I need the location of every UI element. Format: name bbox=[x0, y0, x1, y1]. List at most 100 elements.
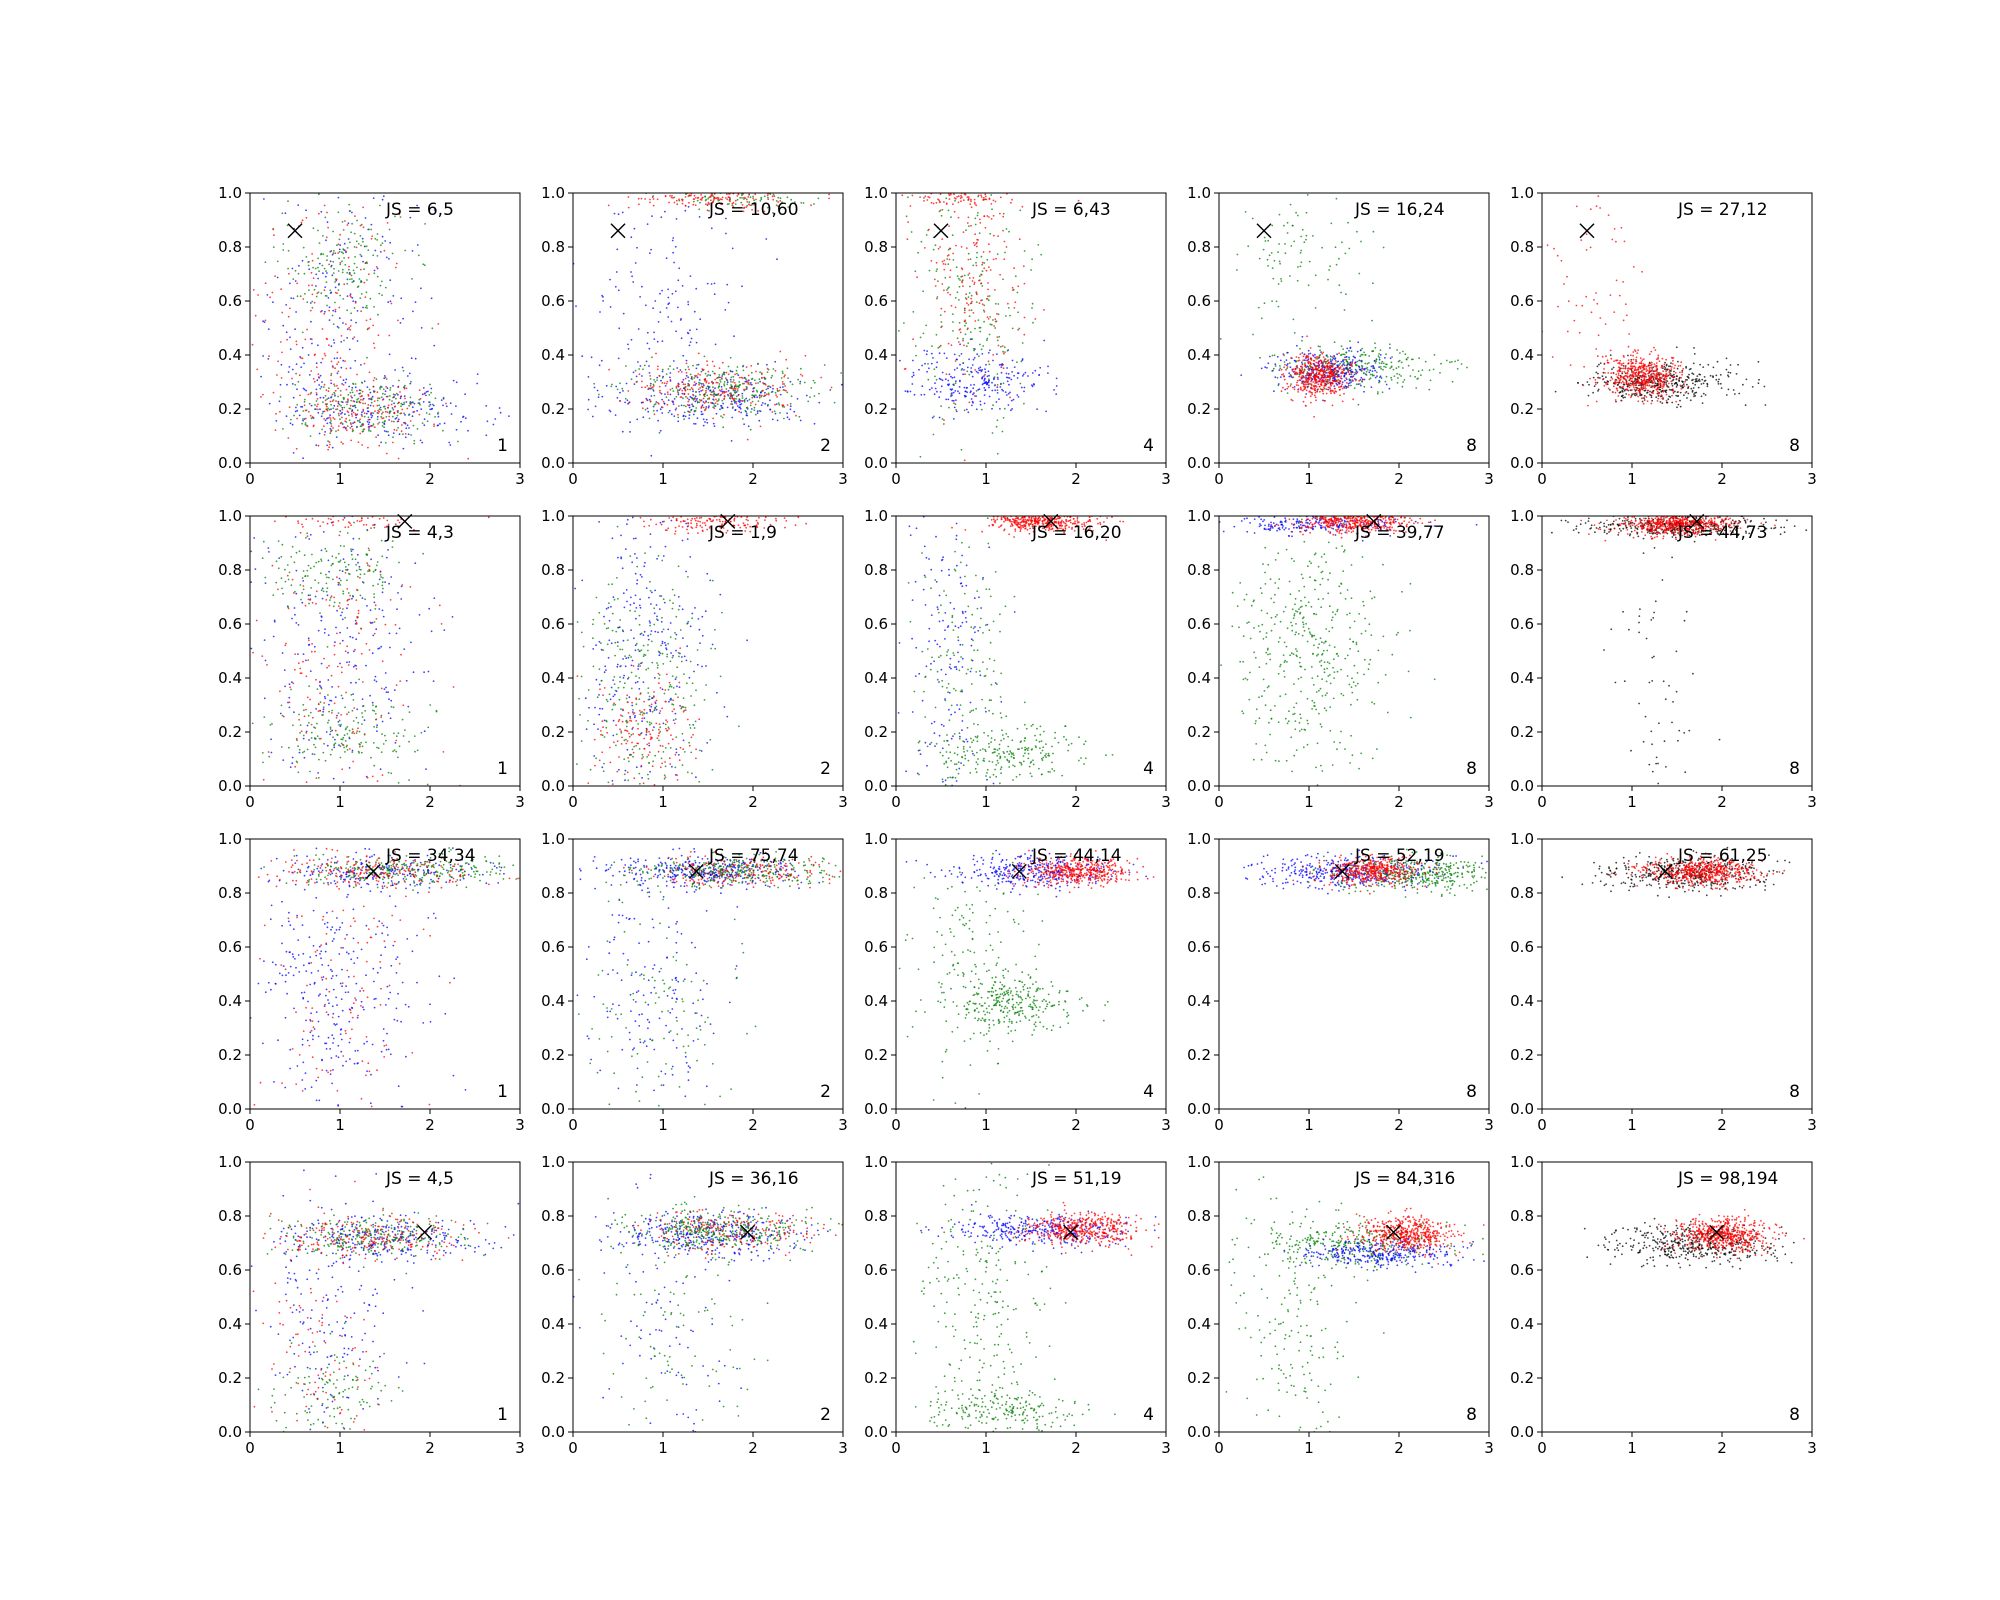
scatter-point bbox=[982, 251, 985, 253]
scatter-point bbox=[1315, 379, 1317, 382]
scatter-point bbox=[742, 193, 744, 195]
scatter-point bbox=[962, 199, 965, 202]
scatter-point bbox=[936, 390, 938, 393]
scatter-point bbox=[940, 214, 943, 217]
scatter-point bbox=[1286, 366, 1289, 368]
scatter-point bbox=[688, 201, 690, 204]
scatter-point bbox=[294, 280, 297, 282]
scatter-point bbox=[508, 415, 510, 417]
scatter-point bbox=[688, 406, 691, 409]
scatter-point bbox=[1347, 384, 1350, 387]
scatter-point bbox=[672, 368, 675, 371]
scatter-point bbox=[369, 318, 372, 321]
scatter-point bbox=[617, 357, 620, 360]
scatter-point bbox=[686, 397, 689, 399]
scatter-point bbox=[786, 416, 789, 419]
scatter-point bbox=[737, 394, 740, 397]
scatter-point bbox=[928, 269, 931, 272]
scatter-point bbox=[753, 409, 756, 411]
scatter-point bbox=[339, 418, 341, 421]
scatter-point bbox=[952, 391, 955, 394]
scatter-point bbox=[389, 279, 392, 282]
scatter-point bbox=[781, 372, 784, 375]
scatter-point bbox=[840, 372, 842, 374]
scatter-point bbox=[1379, 375, 1382, 378]
scatter-point bbox=[605, 384, 608, 387]
scatter-point bbox=[981, 263, 983, 266]
scatter-point bbox=[317, 444, 320, 447]
scatter-point bbox=[433, 344, 436, 347]
scatter-point bbox=[397, 420, 400, 423]
scatter-point bbox=[1418, 357, 1420, 360]
scatter-point bbox=[701, 389, 704, 392]
scatter-point bbox=[317, 411, 320, 414]
scatter-point bbox=[1668, 395, 1670, 398]
scatter-point bbox=[336, 351, 339, 354]
scatter-point bbox=[693, 422, 695, 425]
scatter-point bbox=[355, 414, 358, 416]
scatter-point bbox=[1032, 321, 1034, 324]
series-red bbox=[251, 204, 470, 460]
scatter-point bbox=[781, 381, 784, 383]
scatter-point bbox=[1314, 274, 1317, 277]
scatter-point bbox=[288, 366, 291, 368]
scatter-point bbox=[1698, 378, 1701, 381]
scatter-point bbox=[1350, 371, 1353, 374]
scatter-point bbox=[1320, 383, 1322, 386]
scatter-point bbox=[914, 345, 917, 347]
scatter-point bbox=[1358, 359, 1361, 362]
scatter-point bbox=[1335, 197, 1338, 200]
scatter-point bbox=[1304, 386, 1306, 389]
scatter-point bbox=[414, 301, 417, 303]
scatter-point bbox=[732, 394, 735, 396]
scatter-point bbox=[308, 374, 311, 376]
scatter-point bbox=[934, 387, 937, 390]
scatter-point bbox=[1651, 385, 1653, 387]
scatter-point bbox=[955, 266, 958, 269]
scatter-point bbox=[1024, 371, 1027, 374]
scatter-point bbox=[915, 354, 917, 357]
scatter-point bbox=[295, 363, 298, 365]
x-marker bbox=[610, 223, 626, 239]
scatter-point bbox=[282, 324, 285, 327]
scatter-point bbox=[337, 361, 340, 363]
scatter-point bbox=[302, 246, 305, 249]
scatter-point bbox=[741, 194, 743, 197]
scatter-point bbox=[967, 274, 970, 276]
scatter-point bbox=[1331, 382, 1334, 385]
scatter-point bbox=[1635, 382, 1638, 384]
scatter-point bbox=[1301, 339, 1303, 342]
scatter-point bbox=[678, 389, 681, 391]
scatter-point bbox=[650, 454, 653, 457]
scatter-point bbox=[1712, 376, 1714, 379]
scatter-point bbox=[952, 259, 955, 261]
scatter-point bbox=[350, 312, 352, 315]
scatter-point bbox=[1324, 362, 1327, 365]
scatter-point bbox=[1325, 354, 1328, 357]
scatter-point bbox=[336, 405, 339, 407]
scatter-point bbox=[919, 196, 921, 199]
scatter-point bbox=[254, 314, 257, 317]
scatter-point bbox=[1614, 391, 1617, 394]
scatter-point bbox=[656, 340, 659, 343]
scatter-point bbox=[315, 393, 318, 396]
scatter-point bbox=[455, 405, 457, 407]
scatter-point bbox=[1605, 382, 1607, 384]
scatter-point bbox=[1007, 373, 1010, 375]
scatter-point bbox=[653, 385, 655, 387]
scatter-point bbox=[1280, 390, 1283, 393]
scatter-point bbox=[1397, 366, 1400, 368]
scatter-point bbox=[1293, 370, 1296, 373]
scatter-point bbox=[648, 417, 651, 420]
scatter-point bbox=[1247, 245, 1250, 248]
scatter-point bbox=[1628, 386, 1631, 389]
scatter-point bbox=[1674, 390, 1676, 393]
scatter-point bbox=[1402, 367, 1404, 369]
scatter-point bbox=[400, 405, 402, 408]
scatter-point bbox=[684, 368, 687, 371]
scatter-point bbox=[376, 233, 379, 235]
scatter-point bbox=[750, 402, 752, 404]
scatter-point bbox=[807, 400, 810, 403]
scatter-point bbox=[1300, 389, 1303, 391]
scatter-point bbox=[276, 260, 279, 263]
